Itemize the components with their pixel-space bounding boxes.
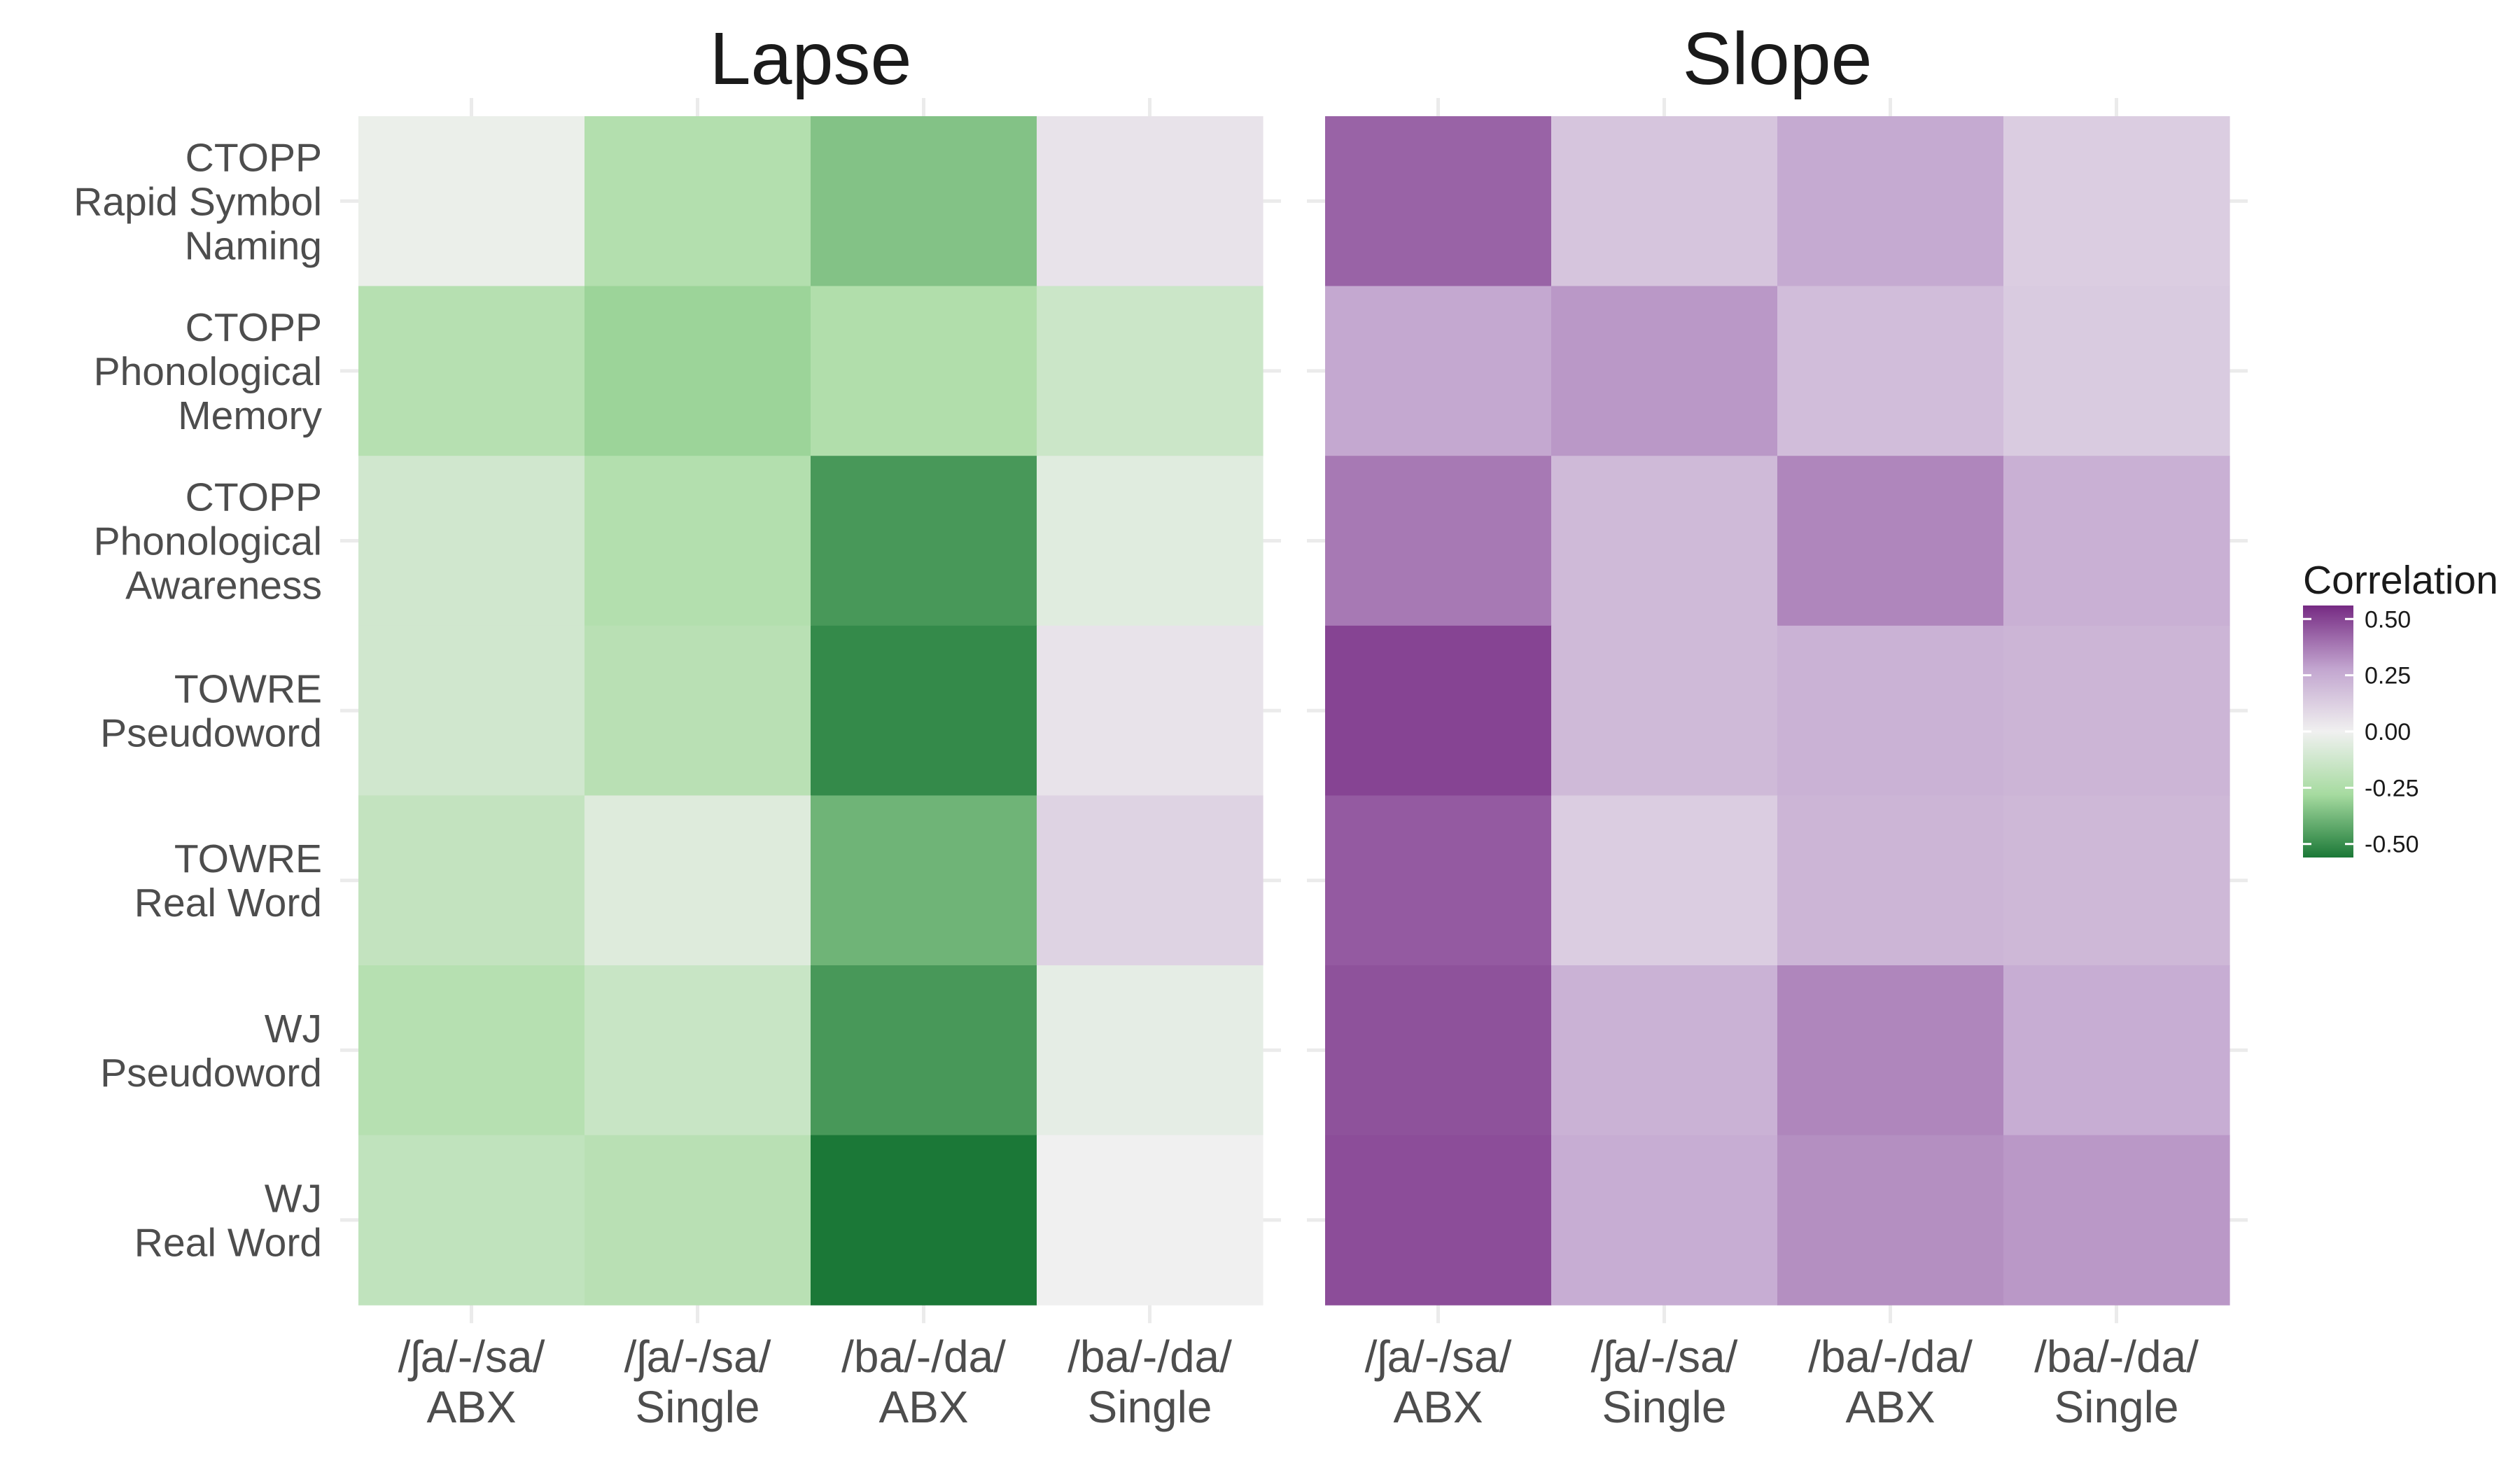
heatmap-cell bbox=[358, 795, 585, 966]
heatmap-cell bbox=[358, 625, 585, 796]
x-tick-label: /ba/-/da/ABX bbox=[1808, 1331, 1973, 1432]
heatmap-cell bbox=[1551, 625, 1778, 796]
heatmap-cell bbox=[1325, 795, 1552, 966]
y-tick-label: CTOPP Phonological Awareness bbox=[94, 475, 322, 608]
heatmap-cell bbox=[1037, 625, 1264, 796]
heatmap-cell bbox=[811, 1135, 1037, 1306]
heatmap-cell bbox=[584, 116, 811, 287]
heatmap-cell bbox=[584, 965, 811, 1136]
heatmap-cell bbox=[1551, 1135, 1778, 1306]
panel-title: Slope bbox=[1682, 18, 1872, 100]
heatmap-cell bbox=[584, 1135, 811, 1306]
x-tick-label: /ʃa/-/sa/ABX bbox=[1365, 1331, 1512, 1432]
legend-tick-label: 0.50 bbox=[2365, 606, 2411, 633]
y-tick-label: TOWRE Real Word bbox=[134, 836, 322, 925]
y-tick-label: WJ Real Word bbox=[134, 1176, 322, 1265]
heatmap-cell bbox=[1777, 456, 2004, 626]
heatmap-cell bbox=[584, 456, 811, 626]
heatmap-cell bbox=[811, 965, 1037, 1136]
panel-slope: Slope/ʃa/-/sa/ABX/ʃa/-/sa/Single/ba/-/da… bbox=[1307, 18, 2248, 1432]
heatmap-cell bbox=[1037, 965, 1264, 1136]
heatmap-cell bbox=[1037, 286, 1264, 456]
legend-tick-label: 0.25 bbox=[2365, 663, 2411, 690]
heatmap-cell bbox=[1777, 286, 2004, 456]
heatmap-cell bbox=[1037, 1135, 1264, 1306]
heatmap-cell bbox=[2003, 286, 2230, 456]
heatmap-cell bbox=[1777, 1135, 2004, 1306]
heatmap-cell bbox=[1551, 795, 1778, 966]
legend: Correlation 0.50 0.25 0.00 -0.25 -0.50 bbox=[2303, 558, 2498, 858]
panel-lapse: Lapse/ʃa/-/sa/ABX/ʃa/-/sa/Single/ba/-/da… bbox=[74, 18, 1281, 1432]
y-tick-label: CTOPP Phonological Memory bbox=[94, 305, 323, 438]
heatmap-cell bbox=[584, 625, 811, 796]
heatmap-cell bbox=[358, 456, 585, 626]
heatmap-cell bbox=[1325, 965, 1552, 1136]
heatmap-cell bbox=[1551, 456, 1778, 626]
legend-tick-label: -0.25 bbox=[2365, 775, 2419, 802]
heatmap-cell bbox=[1037, 116, 1264, 287]
legend-tick-label: -0.50 bbox=[2365, 832, 2419, 858]
heatmap-cell bbox=[811, 456, 1037, 626]
heatmap-cell bbox=[358, 1135, 585, 1306]
legend-title: Correlation bbox=[2303, 558, 2498, 603]
panel-title: Lapse bbox=[710, 18, 912, 100]
heatmap-cell bbox=[2003, 625, 2230, 796]
heatmap-cell bbox=[2003, 795, 2230, 966]
x-tick-label: /ba/-/da/ABX bbox=[841, 1331, 1006, 1432]
heatmap-cell bbox=[1325, 456, 1552, 626]
heatmap-cell bbox=[1777, 795, 2004, 966]
legend-ticks: 0.50 0.25 0.00 -0.25 -0.50 bbox=[2303, 606, 2419, 858]
heatmap-cell bbox=[811, 286, 1037, 456]
heatmap-cell bbox=[1551, 965, 1778, 1136]
heatmap-cell bbox=[1325, 286, 1552, 456]
heatmap-cell bbox=[1777, 625, 2004, 796]
heatmap-cell bbox=[1325, 116, 1552, 287]
heatmap-cell bbox=[1777, 116, 2004, 287]
heatmap-cell bbox=[1037, 795, 1264, 966]
heatmap-cell bbox=[1777, 965, 2004, 1136]
heatmap-cell bbox=[358, 286, 585, 456]
heatmap-cell bbox=[1551, 116, 1778, 287]
heatmap-panels: Lapse/ʃa/-/sa/ABX/ʃa/-/sa/Single/ba/-/da… bbox=[74, 18, 2248, 1432]
y-tick-label: TOWRE Pseudoword bbox=[100, 667, 322, 756]
heatmap-cell bbox=[2003, 116, 2230, 287]
heatmap-cell bbox=[2003, 1135, 2230, 1306]
heatmap-cell bbox=[2003, 456, 2230, 626]
x-tick-label: /ʃa/-/sa/Single bbox=[624, 1331, 771, 1432]
heatmap-cell bbox=[2003, 965, 2230, 1136]
x-tick-label: /ba/-/da/Single bbox=[1068, 1331, 1232, 1432]
heatmap-cell bbox=[584, 795, 811, 966]
heatmap-cell bbox=[811, 625, 1037, 796]
y-tick-label: CTOPP Rapid Symbol Naming bbox=[74, 135, 322, 268]
x-tick-label: /ba/-/da/Single bbox=[2034, 1331, 2199, 1432]
heatmap-cell bbox=[1325, 1135, 1552, 1306]
heatmap-cell bbox=[1325, 625, 1552, 796]
x-tick-label: /ʃa/-/sa/Single bbox=[1591, 1331, 1738, 1432]
heatmap-cell bbox=[1551, 286, 1778, 456]
x-tick-label: /ʃa/-/sa/ABX bbox=[398, 1331, 545, 1432]
heatmap-cell bbox=[811, 116, 1037, 287]
heatmap-cell bbox=[811, 795, 1037, 966]
heatmap-cell bbox=[1037, 456, 1264, 626]
y-tick-label: WJ Pseudoword bbox=[100, 1007, 322, 1096]
heatmap-cell bbox=[584, 286, 811, 456]
legend-tick-label: 0.00 bbox=[2365, 719, 2411, 746]
heatmap-cell bbox=[358, 116, 585, 287]
heatmap-cell bbox=[358, 965, 585, 1136]
